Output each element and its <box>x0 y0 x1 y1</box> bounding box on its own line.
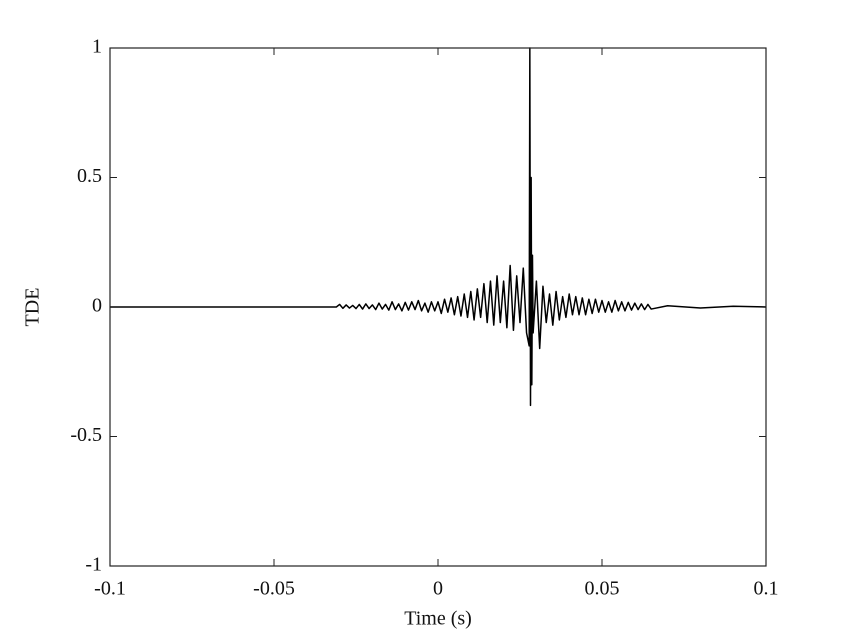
x-tick-label: 0.05 <box>585 578 620 600</box>
y-tick-label: -0.5 <box>70 424 102 446</box>
x-axis-label: Time (s) <box>404 608 472 630</box>
y-tick-label: -1 <box>85 554 102 576</box>
x-tick-label: 0 <box>433 578 443 600</box>
x-tick-label: 0.1 <box>754 578 779 600</box>
plot-frame <box>109 47 767 567</box>
y-tick-label: 0 <box>92 295 102 317</box>
x-tick-label: -0.05 <box>253 578 295 600</box>
y-axis-label: TDE <box>22 288 44 327</box>
y-tick-label: 0.5 <box>77 165 102 187</box>
signal-line <box>110 47 767 407</box>
x-tick-label: -0.1 <box>94 578 126 600</box>
y-tick-label: 1 <box>92 36 102 58</box>
